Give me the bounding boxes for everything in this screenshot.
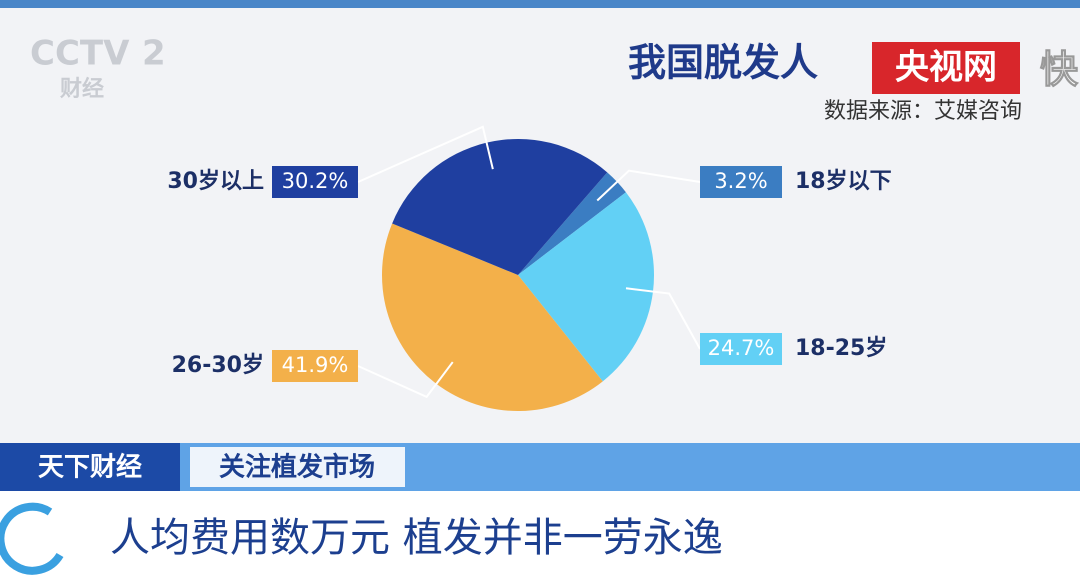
headline-icon xyxy=(0,502,64,575)
category-label: 18岁以下 xyxy=(795,168,892,194)
value-label: 30.2% xyxy=(282,169,349,193)
value-box xyxy=(700,333,782,365)
value-box xyxy=(272,166,358,198)
pie-slice xyxy=(392,139,608,275)
program-box xyxy=(0,443,180,491)
leader-line xyxy=(596,169,701,202)
pie-slice xyxy=(382,223,603,411)
leader-line xyxy=(357,361,454,399)
leader-line xyxy=(357,125,494,183)
program: 天下财经 xyxy=(38,452,142,483)
category-label: 30岁以上 xyxy=(167,168,264,194)
category-label: 26-30岁 xyxy=(172,352,264,378)
topic-box xyxy=(190,447,405,487)
pie-slice xyxy=(518,192,654,382)
top-strip xyxy=(0,0,1080,8)
watermark-box xyxy=(872,42,1020,94)
category-label: 18-25岁 xyxy=(795,335,887,361)
logo: CCTV xyxy=(30,34,130,74)
chart-title: 我国脱发人 xyxy=(628,41,818,85)
leader-line xyxy=(625,287,701,350)
logo-number: 2 xyxy=(142,34,166,74)
value-box xyxy=(700,166,782,198)
logo-channel: 财经 xyxy=(60,76,104,102)
headline-bar xyxy=(0,491,1080,581)
topic: 关注植发市场 xyxy=(219,452,375,483)
watermark: 央视网 xyxy=(895,48,997,88)
value-label: 3.2% xyxy=(714,169,767,193)
value-label: 24.7% xyxy=(708,336,775,360)
pie xyxy=(382,139,654,411)
headline: 人均费用数万元 植发并非一劳永逸 xyxy=(110,515,723,561)
chart-subtitle: 数据来源：艾媒咨询 xyxy=(824,99,1022,124)
value-label: 41.9% xyxy=(282,353,349,377)
watermark-side: 快 xyxy=(1040,48,1079,92)
value-box xyxy=(272,350,358,382)
